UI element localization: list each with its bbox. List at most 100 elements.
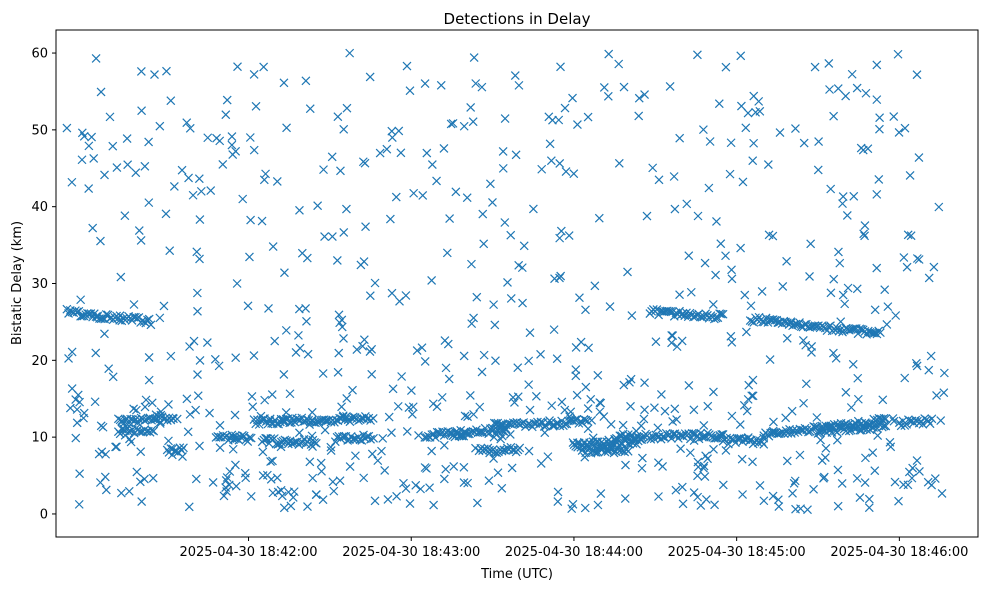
data-point xyxy=(185,123,195,133)
data-point xyxy=(591,447,601,457)
data-point xyxy=(925,419,935,429)
data-point xyxy=(337,315,347,325)
data-point xyxy=(280,268,289,278)
data-point xyxy=(890,477,900,487)
data-point xyxy=(166,444,176,453)
data-point xyxy=(896,421,906,431)
data-point xyxy=(459,351,469,361)
data-point xyxy=(829,111,839,121)
data-point xyxy=(478,209,488,219)
data-point xyxy=(459,462,469,472)
data-point xyxy=(528,204,538,214)
data-point xyxy=(806,239,816,249)
data-point xyxy=(328,477,338,487)
data-point xyxy=(212,133,221,143)
data-markers xyxy=(62,48,949,515)
data-point xyxy=(675,290,684,300)
data-point xyxy=(536,349,545,359)
data-point xyxy=(506,294,516,303)
data-point xyxy=(387,428,396,438)
data-point xyxy=(716,239,726,249)
data-point xyxy=(814,137,824,146)
data-point xyxy=(228,150,238,159)
data-point xyxy=(249,70,259,79)
data-point xyxy=(432,176,441,186)
data-point xyxy=(412,346,422,355)
data-point xyxy=(355,435,365,445)
data-point xyxy=(335,476,345,486)
data-point xyxy=(714,99,724,109)
data-point xyxy=(789,478,799,488)
data-point xyxy=(676,444,686,454)
data-point xyxy=(736,101,746,111)
data-point xyxy=(902,262,912,272)
data-point xyxy=(320,425,330,435)
data-point xyxy=(782,256,792,266)
data-point xyxy=(682,199,692,209)
data-point xyxy=(743,108,753,118)
data-point xyxy=(221,110,231,120)
data-point xyxy=(402,427,412,436)
data-point xyxy=(472,498,482,508)
data-point xyxy=(874,175,884,184)
data-point xyxy=(446,119,456,129)
data-point xyxy=(378,433,388,443)
data-point xyxy=(146,320,156,330)
data-point xyxy=(726,331,736,341)
data-point xyxy=(108,372,118,382)
data-point xyxy=(927,414,937,424)
data-point xyxy=(135,477,145,487)
data-point xyxy=(249,145,259,155)
data-point xyxy=(571,371,581,381)
data-point xyxy=(336,166,345,176)
data-point xyxy=(144,375,154,385)
data-point xyxy=(329,486,339,496)
data-point xyxy=(557,397,567,407)
data-point xyxy=(469,53,479,62)
data-point xyxy=(90,397,100,407)
data-point xyxy=(860,221,870,230)
data-point xyxy=(115,429,125,439)
y-tick-label: 20 xyxy=(31,354,48,369)
data-point xyxy=(169,181,179,191)
data-point xyxy=(148,473,158,483)
data-point xyxy=(228,444,238,454)
data-point xyxy=(651,337,661,347)
data-point xyxy=(626,374,636,384)
data-point xyxy=(303,349,313,359)
data-point xyxy=(705,137,715,146)
data-point xyxy=(490,447,500,457)
data-point xyxy=(903,230,913,240)
data-point xyxy=(375,148,385,158)
data-point xyxy=(192,247,202,257)
data-point xyxy=(569,169,579,179)
data-point xyxy=(555,421,565,431)
data-point xyxy=(72,307,82,317)
data-point xyxy=(286,501,296,511)
data-point xyxy=(189,336,199,346)
data-point xyxy=(162,66,171,76)
data-point xyxy=(451,187,461,197)
data-point xyxy=(553,497,563,507)
data-point xyxy=(327,232,337,241)
data-point xyxy=(191,405,201,415)
data-point xyxy=(698,432,707,442)
data-point xyxy=(809,484,819,494)
data-point xyxy=(466,103,476,112)
data-point xyxy=(401,291,411,300)
data-point xyxy=(311,490,321,500)
data-point xyxy=(129,404,139,414)
data-point xyxy=(144,198,154,208)
data-point xyxy=(554,115,564,125)
data-point xyxy=(416,484,425,494)
data-point xyxy=(838,192,848,201)
data-point xyxy=(583,112,593,122)
data-point xyxy=(101,449,111,459)
data-point xyxy=(188,190,198,200)
data-point xyxy=(243,301,253,311)
data-point xyxy=(489,300,499,310)
data-point xyxy=(581,382,591,392)
data-point xyxy=(67,384,77,393)
data-point xyxy=(524,446,534,456)
data-point xyxy=(875,113,885,123)
